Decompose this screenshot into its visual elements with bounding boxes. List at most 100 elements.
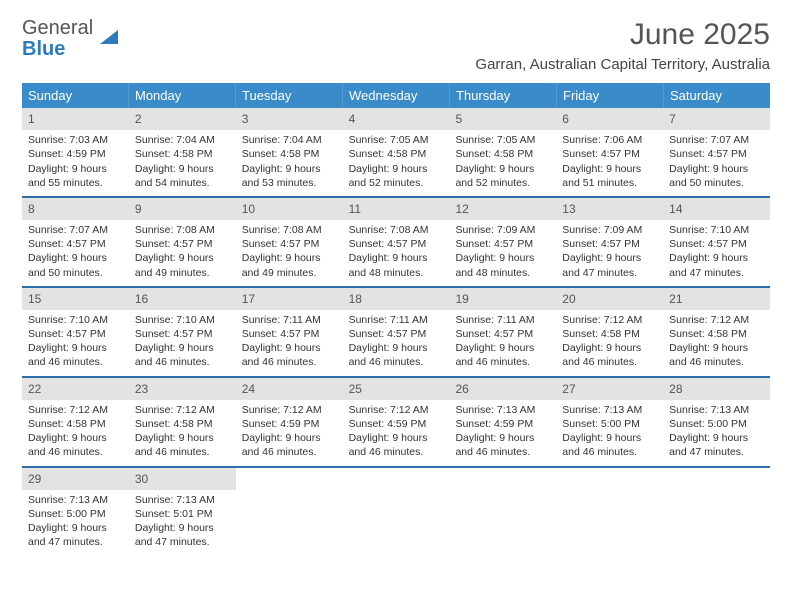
header-row: General Blue June 2025 Garran, Australia… (22, 18, 770, 73)
day-cell: 8Sunrise: 7:07 AMSunset: 4:57 PMDaylight… (22, 198, 129, 286)
sunrise-text: Sunrise: 7:11 AM (455, 313, 550, 327)
week-row: 15Sunrise: 7:10 AMSunset: 4:57 PMDayligh… (22, 288, 770, 378)
sunrise-text: Sunrise: 7:10 AM (135, 313, 230, 327)
daylight-text: Daylight: 9 hours and 46 minutes. (135, 341, 230, 369)
day-number: 26 (449, 378, 556, 400)
sunrise-text: Sunrise: 7:08 AM (135, 223, 230, 237)
day-cell: 17Sunrise: 7:11 AMSunset: 4:57 PMDayligh… (236, 288, 343, 376)
day-body: Sunrise: 7:09 AMSunset: 4:57 PMDaylight:… (556, 223, 663, 280)
week-row: 8Sunrise: 7:07 AMSunset: 4:57 PMDaylight… (22, 198, 770, 288)
calendar: Sunday Monday Tuesday Wednesday Thursday… (22, 83, 770, 555)
sunrise-text: Sunrise: 7:13 AM (669, 403, 764, 417)
sunset-text: Sunset: 4:57 PM (135, 327, 230, 341)
day-cell: 6Sunrise: 7:06 AMSunset: 4:57 PMDaylight… (556, 108, 663, 196)
day-number: 7 (663, 108, 770, 130)
day-number: 14 (663, 198, 770, 220)
day-cell: 4Sunrise: 7:05 AMSunset: 4:58 PMDaylight… (343, 108, 450, 196)
day-cell (343, 468, 450, 556)
sunrise-text: Sunrise: 7:12 AM (242, 403, 337, 417)
sunset-text: Sunset: 4:57 PM (28, 327, 123, 341)
sunset-text: Sunset: 4:58 PM (242, 147, 337, 161)
day-body: Sunrise: 7:10 AMSunset: 4:57 PMDaylight:… (22, 313, 129, 370)
day-body: Sunrise: 7:13 AMSunset: 5:00 PMDaylight:… (22, 493, 129, 550)
day-number: 24 (236, 378, 343, 400)
sunset-text: Sunset: 4:57 PM (455, 327, 550, 341)
sunrise-text: Sunrise: 7:10 AM (669, 223, 764, 237)
daylight-text: Daylight: 9 hours and 46 minutes. (562, 431, 657, 459)
day-cell: 2Sunrise: 7:04 AMSunset: 4:58 PMDaylight… (129, 108, 236, 196)
daylight-text: Daylight: 9 hours and 48 minutes. (455, 251, 550, 279)
day-cell: 22Sunrise: 7:12 AMSunset: 4:58 PMDayligh… (22, 378, 129, 466)
sunrise-text: Sunrise: 7:12 AM (135, 403, 230, 417)
day-cell: 24Sunrise: 7:12 AMSunset: 4:59 PMDayligh… (236, 378, 343, 466)
daylight-text: Daylight: 9 hours and 46 minutes. (28, 431, 123, 459)
page: General Blue June 2025 Garran, Australia… (0, 0, 792, 573)
day-body: Sunrise: 7:13 AMSunset: 5:00 PMDaylight:… (663, 403, 770, 460)
day-number: 5 (449, 108, 556, 130)
day-body: Sunrise: 7:10 AMSunset: 4:57 PMDaylight:… (663, 223, 770, 280)
day-cell (556, 468, 663, 556)
day-number: 9 (129, 198, 236, 220)
day-cell: 16 Sunrise: 7:10 AMSunset: 4:57 PMDayligh… (129, 288, 236, 376)
day-number: 19 (449, 288, 556, 310)
sunrise-text: Sunrise: 7:13 AM (135, 493, 230, 507)
daylight-text: Daylight: 9 hours and 46 minutes. (242, 341, 337, 369)
sunrise-text: Sunrise: 7:07 AM (28, 223, 123, 237)
sunrise-text: Sunrise: 7:12 AM (28, 403, 123, 417)
sunset-text: Sunset: 4:59 PM (349, 417, 444, 431)
weekday-header: Friday (557, 83, 664, 108)
day-number: 20 (556, 288, 663, 310)
daylight-text: Daylight: 9 hours and 46 minutes. (135, 431, 230, 459)
day-body: Sunrise: 7:07 AMSunset: 4:57 PMDaylight:… (22, 223, 129, 280)
sunrise-text: Sunrise: 7:13 AM (455, 403, 550, 417)
day-cell: 10Sunrise: 7:08 AMSunset: 4:57 PMDayligh… (236, 198, 343, 286)
day-body: Sunrise: 7:08 AMSunset: 4:57 PMDaylight:… (236, 223, 343, 280)
sunrise-text: Sunrise: 7:03 AM (28, 133, 123, 147)
day-body: Sunrise: 7:13 AMSunset: 4:59 PMDaylight:… (449, 403, 556, 460)
day-cell: 15 Sunrise: 7:10 AMSunset: 4:57 PMDayligh… (22, 288, 129, 376)
week-row: 29 Sunrise: 7:13 AMSunset: 5:00 PMDayligh… (22, 468, 770, 556)
sunset-text: Sunset: 4:57 PM (28, 237, 123, 251)
day-number: 27 (556, 378, 663, 400)
day-number: 1 (22, 108, 129, 130)
sunset-text: Sunset: 4:58 PM (135, 417, 230, 431)
logo: General Blue (22, 18, 120, 60)
sunset-text: Sunset: 5:00 PM (28, 507, 123, 521)
day-cell: 25Sunrise: 7:12 AMSunset: 4:59 PMDayligh… (343, 378, 450, 466)
weekday-header: Sunday (22, 83, 129, 108)
daylight-text: Daylight: 9 hours and 46 minutes. (349, 341, 444, 369)
day-cell: 5Sunrise: 7:05 AMSunset: 4:58 PMDaylight… (449, 108, 556, 196)
day-body: Sunrise: 7:11 AMSunset: 4:57 PMDaylight:… (236, 313, 343, 370)
day-cell: 12Sunrise: 7:09 AMSunset: 4:57 PMDayligh… (449, 198, 556, 286)
sunrise-text: Sunrise: 7:11 AM (242, 313, 337, 327)
sunrise-text: Sunrise: 7:12 AM (562, 313, 657, 327)
day-body: Sunrise: 7:05 AMSunset: 4:58 PMDaylight:… (343, 133, 450, 190)
sunrise-text: Sunrise: 7:06 AM (562, 133, 657, 147)
week-row: 22Sunrise: 7:12 AMSunset: 4:58 PMDayligh… (22, 378, 770, 468)
daylight-text: Daylight: 9 hours and 46 minutes. (242, 431, 337, 459)
sunrise-text: Sunrise: 7:10 AM (28, 313, 123, 327)
day-cell: 29 Sunrise: 7:13 AMSunset: 5:00 PMDayligh… (22, 468, 129, 556)
daylight-text: Daylight: 9 hours and 47 minutes. (562, 251, 657, 279)
day-number: 11 (343, 198, 450, 220)
daylight-text: Daylight: 9 hours and 54 minutes. (135, 162, 230, 190)
week-row: 1 Sunrise: 7:03 AMSunset: 4:59 PM Daylight… (22, 108, 770, 198)
day-number: 13 (556, 198, 663, 220)
daylight-text: Daylight: 9 hours and 50 minutes. (28, 251, 123, 279)
daylight-text: Daylight: 9 hours and 46 minutes. (455, 431, 550, 459)
day-body: Sunrise: 7:13 AMSunset: 5:00 PMDaylight:… (556, 403, 663, 460)
day-number: 23 (129, 378, 236, 400)
sunset-text: Sunset: 4:59 PM (28, 147, 123, 161)
day-cell: 3Sunrise: 7:04 AMSunset: 4:58 PMDaylight… (236, 108, 343, 196)
day-number: 15 (22, 288, 129, 310)
day-cell: 11Sunrise: 7:08 AMSunset: 4:57 PMDayligh… (343, 198, 450, 286)
daylight-text: Daylight: 9 hours and 52 minutes. (455, 162, 550, 190)
day-number: 29 (22, 468, 129, 490)
daylight-text: Daylight: 9 hours and 51 minutes. (562, 162, 657, 190)
day-cell: 28Sunrise: 7:13 AMSunset: 5:00 PMDayligh… (663, 378, 770, 466)
day-cell (449, 468, 556, 556)
day-number: 16 (129, 288, 236, 310)
weekday-header: Thursday (450, 83, 557, 108)
day-number: 30 (129, 468, 236, 490)
sunrise-text: Sunrise: 7:09 AM (455, 223, 550, 237)
